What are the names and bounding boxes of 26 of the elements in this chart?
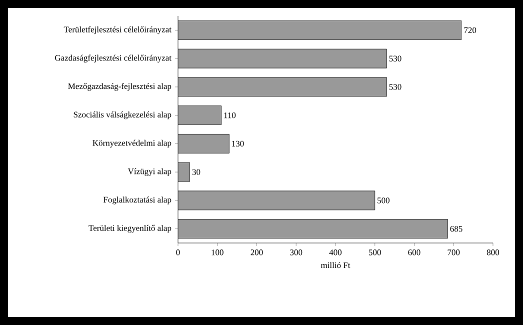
x-tick-label: 600 (408, 250, 420, 256)
x-tick-label: 0 (176, 250, 180, 256)
y-tick-label: Vízügyi alap (128, 168, 172, 176)
data-label: 530 (389, 84, 402, 90)
data-label: 685 (450, 226, 462, 232)
x-tick-label: 800 (486, 250, 500, 256)
x-tick-label: 500 (368, 250, 381, 256)
y-tick-label: Területi kiegyenlítő alap (88, 224, 172, 233)
x-tick-label: 200 (250, 250, 263, 256)
y-tick-label: Szociális válságkezelési alap (74, 111, 172, 120)
x-axis-title: millió Ft (320, 262, 350, 268)
data-label: 720 (464, 27, 476, 34)
data-label: 530 (389, 56, 402, 62)
data-label: 30 (192, 169, 200, 175)
y-tick-label: Területfejlesztési célelőirányzat (64, 26, 172, 34)
y-tick-label: Mezőgazdaság-fejlesztési alap (68, 83, 172, 91)
x-tick-label: 100 (212, 250, 224, 256)
y-tick-label: Gazdaságfejlesztési célelőirányzat (55, 54, 172, 62)
x-tick-label: 400 (329, 250, 342, 256)
data-label: 130 (232, 140, 244, 147)
y-tick-label: Környezetvédelmi alap (92, 140, 172, 148)
y-tick-label: Foglalkoztatási alap (104, 196, 172, 204)
x-tick-label: 300 (290, 250, 302, 256)
data-label: 110 (224, 112, 236, 118)
data-label: 500 (378, 198, 390, 204)
x-tick-label: 700 (448, 250, 460, 256)
